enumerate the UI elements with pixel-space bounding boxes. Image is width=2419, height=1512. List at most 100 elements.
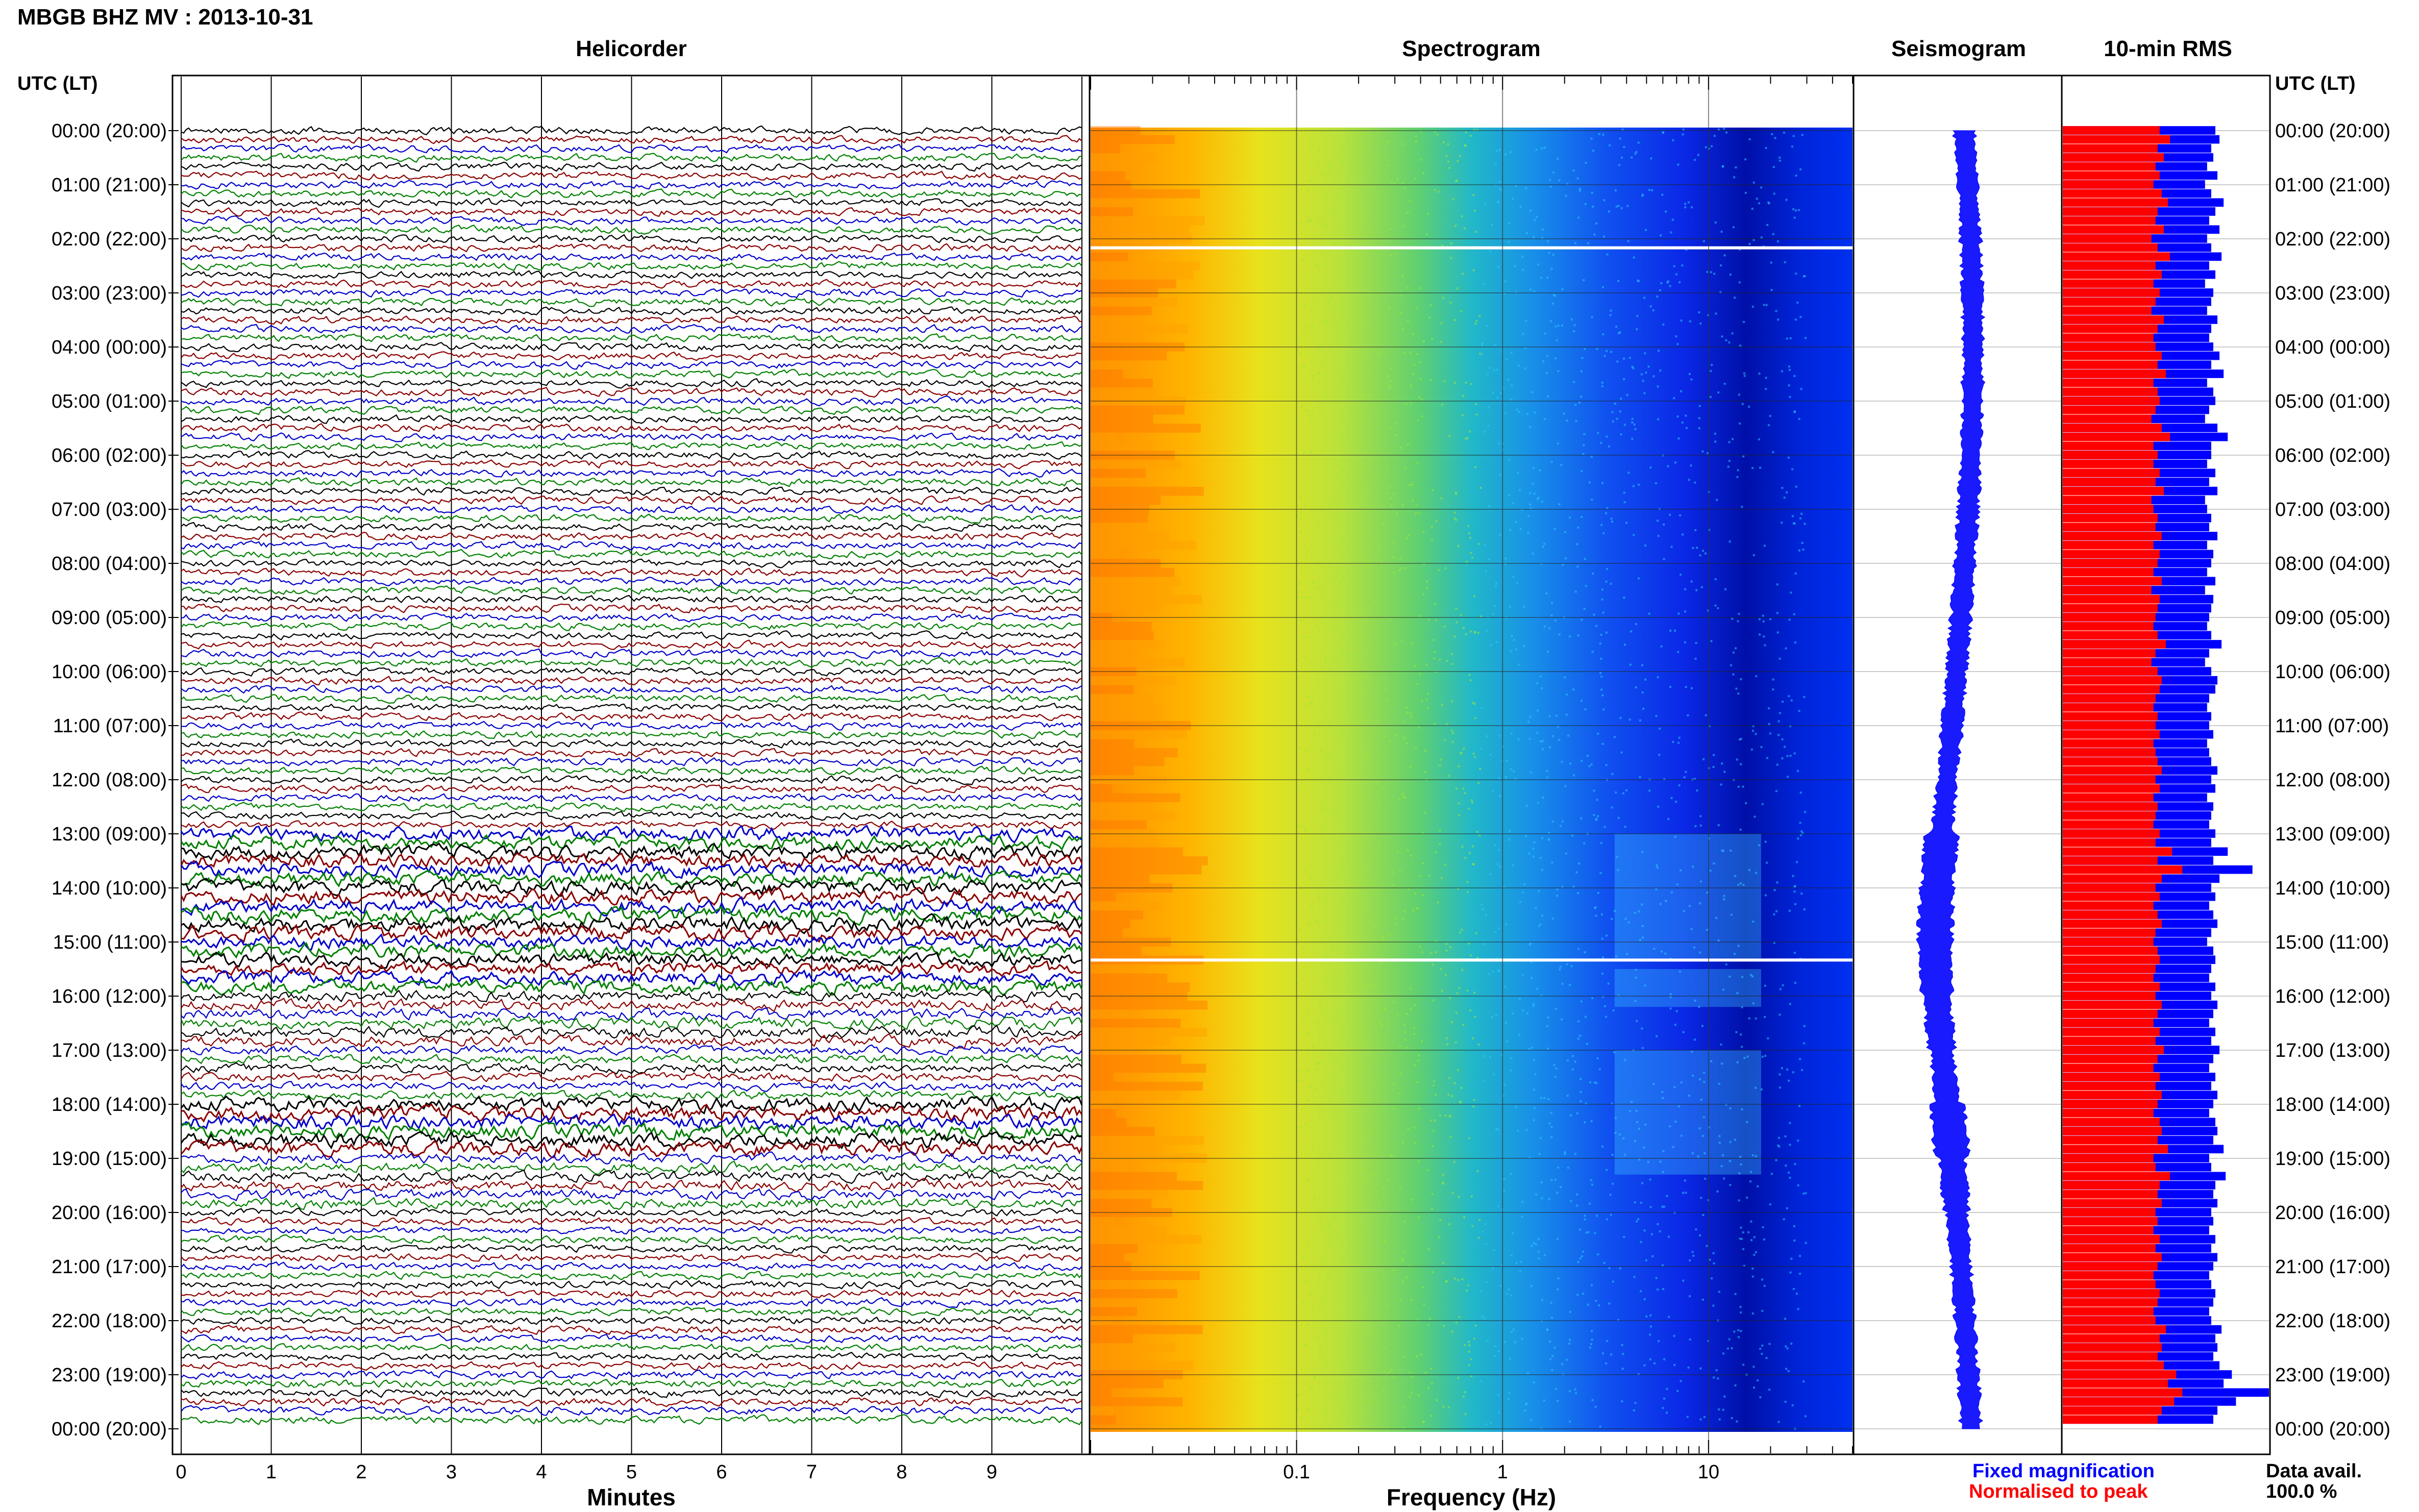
rms-bar-normalised bbox=[2063, 180, 2154, 189]
spectrogram-speckle bbox=[1332, 983, 1335, 985]
spectrogram-speckle bbox=[1579, 395, 1582, 398]
spectrogram-speckle bbox=[1480, 1380, 1483, 1382]
spectrogram-speckle bbox=[1343, 1410, 1346, 1412]
spectrogram-speckle bbox=[1717, 939, 1720, 941]
rms-bar-normalised bbox=[2063, 964, 2156, 973]
spectrogram-speckle bbox=[1728, 460, 1731, 462]
spectrogram-speckle bbox=[1457, 1069, 1460, 1072]
spectrogram-speckle bbox=[1465, 131, 1467, 134]
spectrogram-speckle bbox=[1566, 419, 1568, 422]
spectrogram-speckle bbox=[1576, 1193, 1578, 1196]
spectrogram-speckle bbox=[1554, 619, 1557, 622]
spectrogram-speckle bbox=[1342, 733, 1344, 736]
spectrogram-speckle bbox=[1371, 1395, 1374, 1397]
spectrogram-speckle bbox=[1595, 1082, 1598, 1084]
spectrogram-speckle bbox=[1320, 1003, 1322, 1005]
rms-bar-normalised bbox=[2063, 144, 2158, 153]
rms-bar-normalised bbox=[2063, 685, 2160, 694]
spectrogram-speckle bbox=[1574, 1153, 1576, 1155]
spectrogram-speckle bbox=[1790, 1343, 1793, 1345]
spectrogram-speckle bbox=[1472, 1037, 1474, 1039]
spectrogram-speckle bbox=[1565, 713, 1568, 716]
spectrogram-speckle bbox=[1429, 304, 1432, 307]
spectrogram-speckle bbox=[1316, 1214, 1319, 1217]
spectrogram-speckle bbox=[1689, 1295, 1691, 1298]
spectrogram-speckle bbox=[1458, 802, 1460, 805]
spectrogram-speckle bbox=[1685, 771, 1687, 773]
spectrogram-speckle bbox=[1302, 947, 1304, 950]
spectrogram-speckle bbox=[1675, 273, 1677, 276]
spectrogram-speckle bbox=[1685, 249, 1688, 251]
spectrogram-speckle bbox=[1390, 497, 1392, 500]
spectrogram-speckle bbox=[1590, 763, 1593, 766]
spectrogram-speckle bbox=[1453, 511, 1456, 514]
spectrogram-speckle bbox=[1363, 985, 1366, 987]
spectrogram-speckle bbox=[1445, 1037, 1448, 1039]
spectrogram-speckle bbox=[1662, 1407, 1664, 1409]
spectrogram-speckle bbox=[1595, 222, 1598, 225]
spectrogram-speckle bbox=[1469, 430, 1471, 433]
spectrogram-speckle bbox=[1700, 880, 1702, 883]
spectrogram-speckle bbox=[1752, 920, 1755, 923]
spectrogram-speckle bbox=[1743, 1265, 1745, 1267]
spectrogram-speckle bbox=[1329, 757, 1331, 759]
spectrogram-speckle bbox=[1409, 1396, 1411, 1398]
rms-bar-normalised bbox=[2063, 405, 2156, 414]
spectrogram-lowfreq-band bbox=[1091, 1298, 1134, 1307]
spectrogram-speckle bbox=[1763, 544, 1766, 547]
spectrogram-speckle bbox=[1347, 888, 1349, 891]
spectrogram-speckle bbox=[1384, 1241, 1387, 1243]
spectrogram-speckle bbox=[1302, 1302, 1304, 1305]
spectrogram-speckle bbox=[1787, 1370, 1790, 1373]
spectrogram-speckle bbox=[1804, 523, 1806, 525]
spectrogram-speckle bbox=[1781, 487, 1784, 489]
spectrogram-speckle bbox=[1649, 1178, 1651, 1181]
spectrogram-speckle bbox=[1525, 187, 1527, 189]
spectrogram-speckle bbox=[1373, 1153, 1376, 1156]
spectrogram-speckle bbox=[1387, 140, 1390, 143]
spectrogram-speckle bbox=[1559, 965, 1562, 968]
spectrogram-speckle bbox=[1687, 201, 1690, 204]
spectrogram-speckle bbox=[1388, 933, 1391, 936]
spectrogram-speckle bbox=[1447, 143, 1449, 145]
spectrogram-speckle bbox=[1470, 1375, 1473, 1378]
spectrogram-speckle bbox=[1760, 746, 1763, 748]
spectrogram-speckle bbox=[1637, 280, 1640, 282]
spectrogram-speckle bbox=[1534, 1073, 1537, 1076]
spectrogram-speckle bbox=[1610, 582, 1612, 585]
spectrogram-speckle bbox=[1561, 886, 1564, 888]
spectrogram-speckle bbox=[1402, 225, 1404, 228]
spectrogram-speckle bbox=[1627, 921, 1630, 924]
spectrogram-speckle bbox=[1605, 580, 1608, 583]
spectrogram-speckle bbox=[1537, 263, 1540, 266]
spectrogram-speckle bbox=[1704, 1177, 1707, 1180]
spectrogram-speckle bbox=[1378, 1201, 1381, 1204]
spectrogram-speckle bbox=[1731, 617, 1734, 620]
spectrogram-speckle bbox=[1356, 310, 1359, 313]
rms-bar-normalised bbox=[2063, 1135, 2158, 1145]
spectrogram-speckle bbox=[1591, 1183, 1594, 1186]
helicorder-trace bbox=[181, 577, 1082, 587]
helicorder-trace bbox=[181, 905, 1083, 926]
spectrogram-speckle bbox=[1455, 518, 1458, 521]
spectrogram-speckle bbox=[1360, 1310, 1362, 1312]
spectrogram-speckle bbox=[1583, 842, 1586, 845]
spectrogram-speckle bbox=[1734, 1138, 1736, 1141]
spectrogram-lowfreq-band bbox=[1091, 703, 1164, 712]
helicorder-trace bbox=[181, 684, 1082, 695]
helicorder-trace bbox=[181, 423, 1082, 433]
spectrogram-lowfreq-band bbox=[1091, 757, 1165, 766]
spectrogram-speckle bbox=[1698, 417, 1700, 419]
spectrogram-speckle bbox=[1541, 837, 1543, 839]
spectrogram-speckle bbox=[1433, 999, 1435, 1002]
spectrogram-speckle bbox=[1601, 598, 1603, 601]
spectrogram-speckle bbox=[1590, 456, 1593, 458]
spectrogram-speckle bbox=[1601, 742, 1604, 745]
spectrogram-speckle bbox=[1470, 552, 1472, 554]
spectrogram-speckle bbox=[1442, 1174, 1444, 1176]
spectrogram-event-band bbox=[1614, 969, 1761, 1007]
spectrogram-speckle bbox=[1436, 133, 1439, 136]
spectrogram-speckle bbox=[1597, 1253, 1599, 1256]
spectrogram-speckle bbox=[1383, 735, 1385, 738]
spectrogram-speckle bbox=[1554, 325, 1557, 328]
